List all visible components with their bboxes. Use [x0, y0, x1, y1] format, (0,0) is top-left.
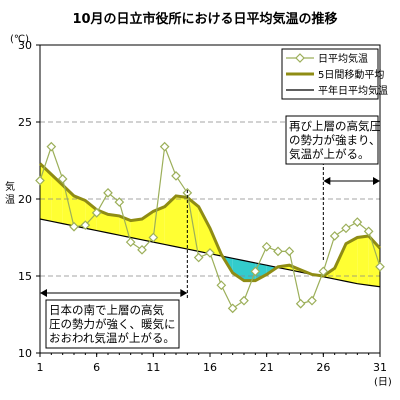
legend-label: 日平均気温	[318, 52, 368, 65]
daily-point	[250, 266, 261, 277]
x-tick-label: 11	[146, 361, 160, 374]
fill-above-normal	[164, 195, 176, 247]
daily-point	[363, 226, 374, 237]
y-tick-label: 10	[18, 347, 32, 360]
y-unit-label: (℃)	[10, 34, 29, 45]
daily-point	[159, 141, 170, 152]
daily-point	[205, 248, 215, 258]
legend-marker-daily	[295, 53, 305, 63]
fill-above-normal	[198, 206, 210, 254]
daily-point	[103, 187, 113, 198]
daily-point	[307, 295, 317, 306]
fill-above-normal	[176, 195, 188, 250]
y-tick-label: 30	[18, 39, 32, 52]
x-tick-label: 6	[93, 361, 100, 374]
y-tick-label: 25	[18, 116, 32, 129]
arrow-right-head	[373, 177, 380, 185]
arrow-right-head	[180, 289, 188, 297]
fill-above-normal	[368, 235, 380, 287]
daily-point	[193, 252, 204, 263]
daily-point	[295, 298, 306, 309]
daily-point	[318, 266, 329, 277]
daily-point	[35, 175, 45, 186]
daily-point	[341, 223, 351, 234]
chart-title: 10月の日立市役所における日平均気温の推移	[72, 11, 337, 27]
daily-point	[352, 217, 363, 227]
annotation-text: 気温が上がる。	[289, 147, 370, 161]
fill-above-normal	[357, 235, 369, 286]
daily-point	[137, 244, 147, 255]
fill-below-normal	[232, 258, 244, 281]
annotation-box	[285, 115, 379, 165]
daily-point	[148, 232, 159, 243]
daily-point	[375, 261, 385, 272]
fill-above-normal	[142, 211, 154, 243]
annotation-text: 再び上層の高気圧	[289, 119, 381, 133]
daily-point	[57, 174, 68, 184]
fill-above-normal	[108, 214, 120, 236]
daily-point	[227, 303, 238, 314]
annotation-text: 日本の南で上層の高気	[49, 303, 164, 317]
fill-above-normal	[96, 209, 108, 233]
daily-point	[239, 295, 249, 306]
annotation-text: の勢力が強まり、	[289, 133, 381, 147]
legend-label: 5日間移動平均	[318, 68, 384, 81]
x-tick-label: 26	[316, 361, 330, 374]
daily-point	[273, 246, 283, 257]
daily-point	[69, 221, 79, 232]
y-tick-label: 20	[18, 193, 32, 206]
fill-above-normal	[40, 163, 52, 222]
daily-point	[114, 197, 125, 207]
x-tick-label: 1	[37, 361, 44, 374]
daily-point	[46, 141, 57, 152]
daily-point	[125, 237, 136, 247]
daily-point	[91, 208, 102, 218]
series-lines	[35, 141, 385, 314]
annotation-box	[45, 299, 180, 349]
legend-label: 平年日平均気温	[318, 84, 388, 97]
y-axis-title-char: 温	[5, 194, 15, 206]
x-tick-label: 31	[373, 361, 387, 374]
x-unit-label: (日)	[374, 377, 392, 388]
daily-point	[171, 171, 181, 181]
y-tick-label: 15	[18, 270, 32, 283]
fill-above-normal	[130, 219, 142, 240]
fill-above-normal	[346, 237, 358, 284]
y-axis-title: 気温	[5, 180, 15, 206]
fill-above-normal	[74, 195, 86, 229]
daily-point	[216, 280, 227, 291]
daily-point	[284, 246, 295, 257]
y-axis-title-char: 気	[5, 180, 15, 193]
x-tick-label: 21	[260, 361, 274, 374]
daily-point	[80, 220, 91, 231]
x-tick-label: 16	[203, 361, 217, 374]
daily-point	[329, 231, 340, 241]
arrow-left-head	[323, 177, 331, 185]
arrow-left-head	[40, 289, 47, 297]
daily-point	[261, 241, 272, 252]
annotation-text: 圧の勢力が強く、暖気に	[49, 317, 176, 331]
annotation-text: おおわれ気温が上がる。	[49, 331, 175, 345]
